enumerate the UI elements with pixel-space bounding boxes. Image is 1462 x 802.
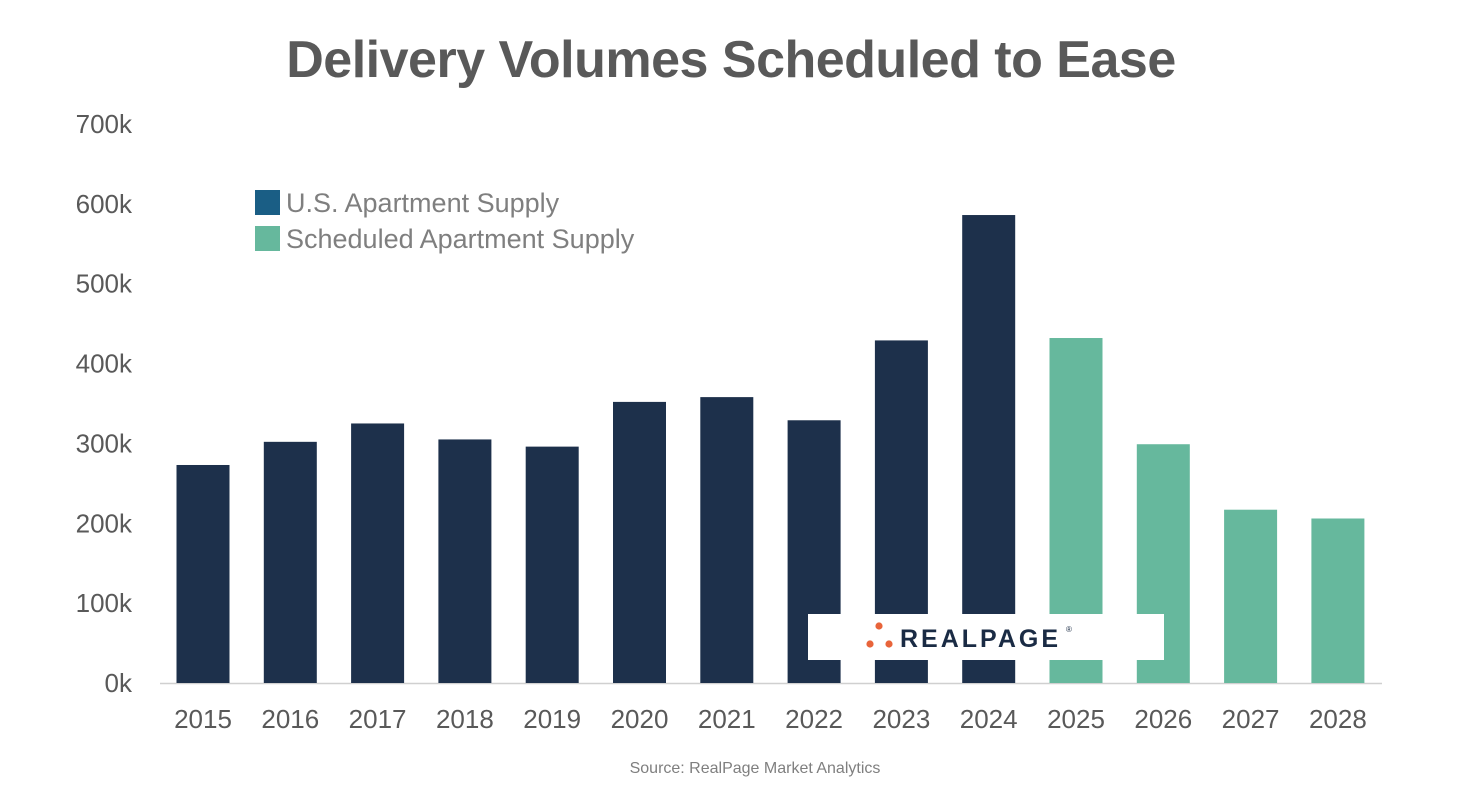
- bar-2027: [1224, 509, 1278, 683]
- x-tick-label: 2025: [1047, 704, 1105, 734]
- logo-wordmark: REALPAGE: [900, 625, 1061, 653]
- x-tick-label: 2020: [611, 704, 669, 734]
- y-tick-label: 500k: [76, 269, 133, 299]
- y-tick-label: 0k: [105, 668, 133, 698]
- bar-2019: [525, 446, 579, 683]
- x-tick-label: 2021: [698, 704, 756, 734]
- x-tick-label: 2026: [1134, 704, 1192, 734]
- logo-dot-icon: [866, 640, 874, 648]
- x-tick-label: 2015: [174, 704, 232, 734]
- x-tick-label: 2024: [960, 704, 1018, 734]
- bar-2021: [700, 397, 754, 683]
- y-tick-label: 100k: [76, 588, 133, 618]
- legend-label-us-supply: U.S. Apartment Supply: [286, 188, 560, 218]
- logo-dot-icon: [885, 640, 893, 648]
- legend: U.S. Apartment Supply Scheduled Apartmen…: [255, 188, 635, 254]
- y-tick-label: 400k: [76, 349, 133, 379]
- bar-2015: [176, 464, 230, 683]
- y-tick-label: 600k: [76, 189, 133, 219]
- logo-dot-icon: [875, 622, 883, 630]
- x-tick-label: 2023: [872, 704, 930, 734]
- bar-2020: [613, 401, 666, 683]
- x-tick-label: 2028: [1309, 704, 1367, 734]
- y-axis-ticks: 0k 100k 200k 300k 400k 500k 600k 700k: [76, 109, 133, 698]
- logo-background: [808, 614, 1164, 660]
- legend-swatch-scheduled-supply: [255, 226, 280, 251]
- bar-2024: [962, 215, 1016, 683]
- y-tick-label: 200k: [76, 508, 133, 538]
- legend-swatch-us-supply: [255, 190, 280, 215]
- chart-title: Delivery Volumes Scheduled to Ease: [286, 31, 1176, 89]
- legend-label-scheduled-supply: Scheduled Apartment Supply: [286, 224, 635, 254]
- bar-2017: [351, 423, 405, 683]
- bar-2018: [438, 439, 492, 683]
- y-tick-label: 700k: [76, 109, 133, 139]
- x-tick-label: 2027: [1222, 704, 1280, 734]
- x-tick-label: 2018: [436, 704, 494, 734]
- bars: [176, 215, 1365, 683]
- x-tick-label: 2019: [523, 704, 581, 734]
- y-tick-label: 300k: [76, 428, 133, 458]
- logo-registered-mark: ®: [1066, 625, 1072, 634]
- realpage-logo: REALPAGE ®: [808, 614, 1164, 660]
- bar-2028: [1311, 518, 1365, 683]
- bar-2016: [263, 441, 317, 683]
- x-tick-label: 2017: [349, 704, 407, 734]
- x-tick-label: 2016: [261, 704, 319, 734]
- x-axis-ticks: 2015 2016 2017 2018 2019 2020 2021 2022 2023 2024…: [174, 704, 1367, 734]
- x-tick-label: 2022: [785, 704, 843, 734]
- chart-source: Source: RealPage Market Analytics: [629, 760, 881, 777]
